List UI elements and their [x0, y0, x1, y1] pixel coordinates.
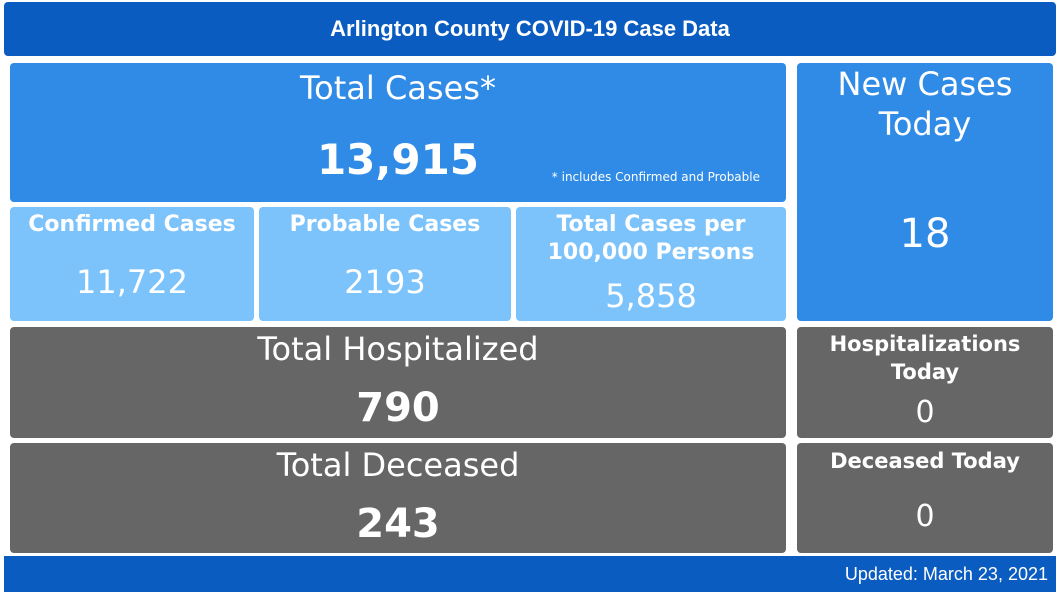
- total-cases-value: 13,915: [316, 135, 480, 184]
- total-cases-card: Total Cases* 13,915 * includes Confirmed…: [10, 63, 786, 202]
- dashboard-header: Arlington County COVID-19 Case Data: [4, 2, 1056, 56]
- cases-per-100k-label-line1: Total Cases per: [556, 212, 746, 237]
- total-hospitalized-card: Total Hospitalized 790: [10, 327, 786, 438]
- cases-per-100k-card: Total Cases per 100,000 Persons 5,858: [516, 207, 786, 321]
- hospitalizations-today-card: Hospitalizations Today 0: [797, 327, 1053, 438]
- deceased-today-value: 0: [915, 499, 935, 534]
- deceased-today-label: Deceased Today: [830, 449, 1020, 473]
- hospitalizations-today-label-line1: Hospitalizations: [829, 332, 1021, 356]
- total-deceased-card: Total Deceased 243: [10, 443, 786, 553]
- hospitalizations-today-label-line2: Today: [890, 360, 960, 384]
- new-cases-today-card: New Cases Today 18: [797, 63, 1053, 321]
- probable-cases-label: Probable Cases: [289, 212, 481, 237]
- confirmed-cases-label: Confirmed Cases: [28, 212, 236, 237]
- dashboard-footer: Updated: March 23, 2021: [4, 556, 1056, 592]
- confirmed-cases-value: 11,722: [76, 263, 188, 301]
- confirmed-cases-card: Confirmed Cases 11,722: [10, 207, 254, 321]
- total-hospitalized-label: Total Hospitalized: [257, 330, 539, 368]
- probable-cases-card: Probable Cases 2193: [259, 207, 511, 321]
- cases-per-100k-value: 5,858: [605, 277, 697, 315]
- total-cases-footnote: * includes Confirmed and Probable: [551, 170, 760, 184]
- updated-timestamp: Updated: March 23, 2021: [844, 563, 1048, 584]
- dashboard-title: Arlington County COVID-19 Case Data: [330, 16, 730, 41]
- total-hospitalized-value: 790: [356, 385, 440, 431]
- probable-cases-value: 2193: [344, 263, 426, 301]
- new-cases-today-value: 18: [899, 211, 951, 257]
- new-cases-today-label-line2: Today: [878, 105, 972, 143]
- new-cases-today-label-line1: New Cases: [837, 65, 1013, 103]
- hospitalizations-today-value: 0: [915, 395, 935, 430]
- total-cases-label: Total Cases*: [300, 69, 496, 107]
- total-deceased-value: 243: [356, 501, 440, 547]
- total-deceased-label: Total Deceased: [276, 446, 520, 484]
- deceased-today-card: Deceased Today 0: [797, 443, 1053, 553]
- cases-per-100k-label-line2: 100,000 Persons: [547, 240, 755, 265]
